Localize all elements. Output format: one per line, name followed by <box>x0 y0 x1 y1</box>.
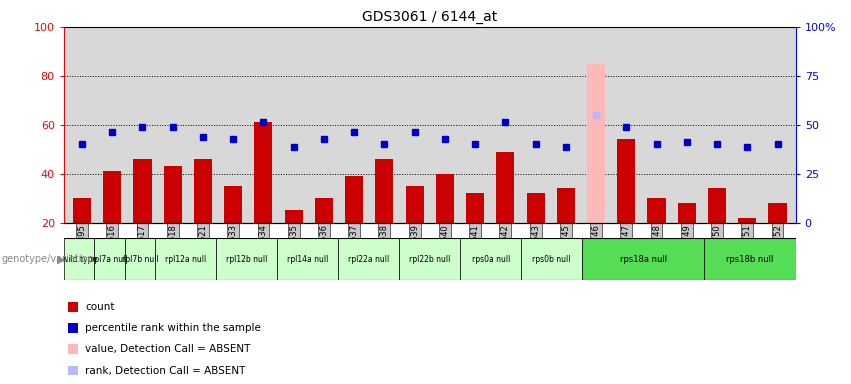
Text: wild type: wild type <box>61 255 97 264</box>
Title: GDS3061 / 6144_at: GDS3061 / 6144_at <box>363 10 497 25</box>
Bar <box>103 171 122 223</box>
Bar <box>704 238 796 280</box>
Text: value, Detection Call = ABSENT: value, Detection Call = ABSENT <box>85 344 250 354</box>
Bar <box>587 64 605 223</box>
Text: rank, Detection Call = ABSENT: rank, Detection Call = ABSENT <box>85 366 245 376</box>
Bar <box>557 189 575 223</box>
Text: rpl7b null: rpl7b null <box>122 255 158 264</box>
Bar <box>163 166 182 223</box>
Bar <box>338 238 399 280</box>
Bar <box>125 238 155 280</box>
Bar <box>708 189 726 223</box>
Bar <box>677 203 696 223</box>
Text: rps0b null: rps0b null <box>533 255 571 264</box>
Bar <box>648 198 665 223</box>
Bar <box>64 238 94 280</box>
Bar <box>94 238 125 280</box>
Bar <box>134 159 151 223</box>
Text: rps0a null: rps0a null <box>471 255 510 264</box>
Bar <box>466 194 484 223</box>
Bar <box>738 218 757 223</box>
Text: rpl12a null: rpl12a null <box>165 255 207 264</box>
Bar <box>155 238 216 280</box>
Bar <box>375 159 393 223</box>
Bar <box>224 186 243 223</box>
Bar <box>521 238 582 280</box>
Bar <box>254 122 272 223</box>
Text: ▶: ▶ <box>57 254 66 264</box>
Text: rpl22a null: rpl22a null <box>348 255 390 264</box>
Bar <box>768 203 786 223</box>
Bar <box>73 198 91 223</box>
Bar <box>284 210 303 223</box>
Bar <box>277 238 338 280</box>
Text: rps18a null: rps18a null <box>620 255 667 264</box>
Bar <box>582 238 704 280</box>
Text: rpl14a null: rpl14a null <box>287 255 328 264</box>
Text: genotype/variation: genotype/variation <box>2 254 94 264</box>
Text: percentile rank within the sample: percentile rank within the sample <box>85 323 261 333</box>
Bar <box>315 198 333 223</box>
Bar <box>527 194 545 223</box>
Bar <box>216 238 277 280</box>
Text: count: count <box>85 302 115 312</box>
Bar <box>399 238 460 280</box>
Bar <box>436 174 454 223</box>
Bar <box>194 159 212 223</box>
Bar <box>406 186 424 223</box>
Bar <box>496 152 515 223</box>
Text: rpl22b null: rpl22b null <box>409 255 450 264</box>
Text: rps18b null: rps18b null <box>726 255 774 264</box>
Text: rpl12b null: rpl12b null <box>226 255 267 264</box>
Text: rpl7a null: rpl7a null <box>91 255 128 264</box>
Bar <box>345 176 363 223</box>
Bar <box>460 238 521 280</box>
Bar <box>617 139 636 223</box>
